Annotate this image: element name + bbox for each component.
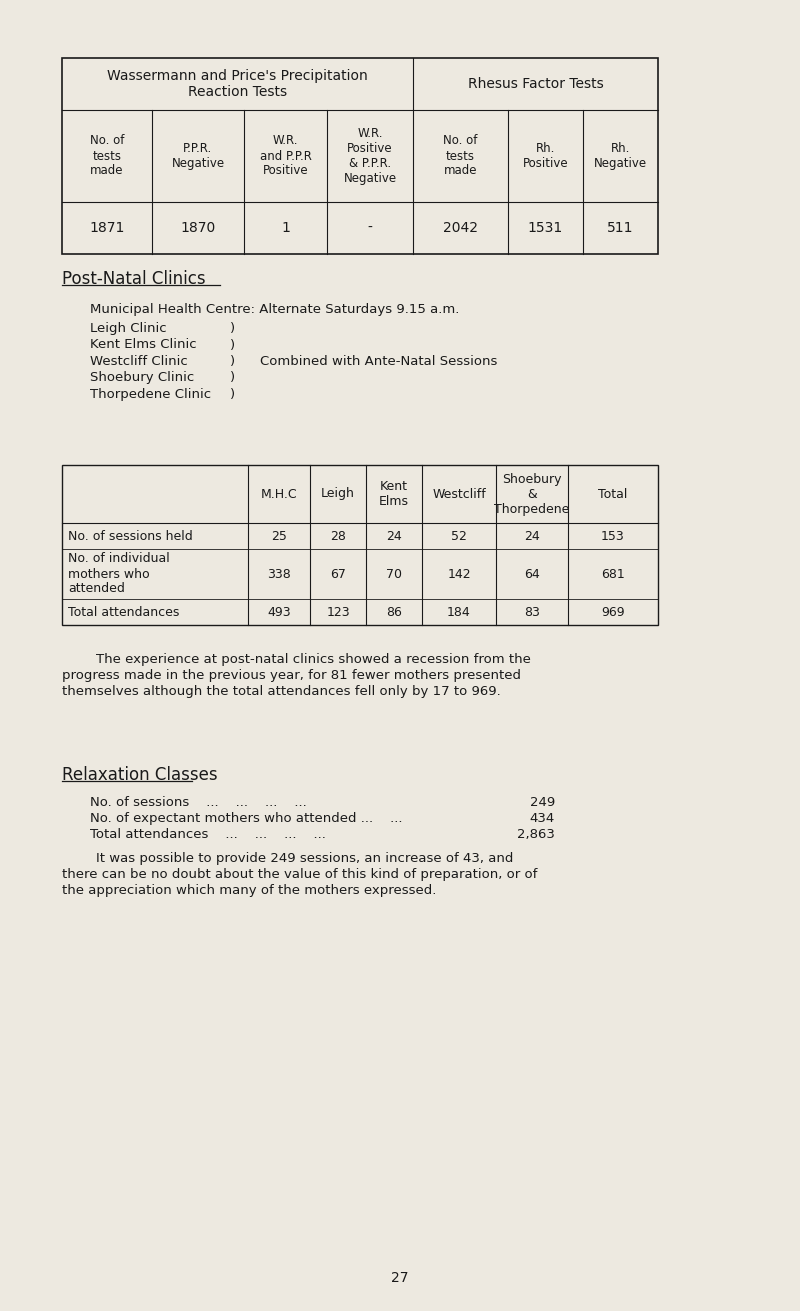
Text: Post-Natal Clinics: Post-Natal Clinics: [62, 270, 206, 288]
Text: W.R.
and P.P.R
Positive: W.R. and P.P.R Positive: [259, 135, 311, 177]
Text: No. of sessions    ...    ...    ...    ...: No. of sessions ... ... ... ...: [90, 796, 306, 809]
Text: Total attendances: Total attendances: [68, 606, 179, 619]
Text: No. of expectant mothers who attended ...    ...: No. of expectant mothers who attended ..…: [90, 812, 402, 825]
Text: 123: 123: [326, 606, 350, 619]
Text: progress made in the previous year, for 81 fewer mothers presented: progress made in the previous year, for …: [62, 669, 521, 682]
Text: 969: 969: [601, 606, 625, 619]
Text: 52: 52: [451, 530, 467, 543]
Text: there can be no doubt about the value of this kind of preparation, or of: there can be no doubt about the value of…: [62, 868, 538, 881]
Text: 1870: 1870: [180, 222, 216, 235]
Text: 1871: 1871: [90, 222, 125, 235]
Text: 25: 25: [271, 530, 287, 543]
Text: Thorpedene Clinic: Thorpedene Clinic: [90, 388, 211, 401]
Text: ): ): [230, 338, 235, 351]
Bar: [62, 465, 658, 625]
Text: Total: Total: [598, 488, 628, 501]
Text: 27: 27: [391, 1270, 409, 1285]
Text: 511: 511: [607, 222, 634, 235]
Text: 86: 86: [386, 606, 402, 619]
Text: themselves although the total attendances fell only by 17 to 969.: themselves although the total attendance…: [62, 686, 501, 697]
Text: Rh.
Negative: Rh. Negative: [594, 142, 647, 170]
Text: Relaxation Classes: Relaxation Classes: [62, 766, 218, 784]
Text: 28: 28: [330, 530, 346, 543]
Text: Shoebury
&
Thorpedene: Shoebury & Thorpedene: [494, 472, 570, 515]
Bar: [62, 58, 658, 254]
Text: Shoebury Clinic: Shoebury Clinic: [90, 371, 194, 384]
Text: ): ): [230, 323, 235, 336]
Text: Westcliff Clinic: Westcliff Clinic: [90, 355, 188, 368]
Text: Municipal Health Centre: Alternate Saturdays 9.15 a.m.: Municipal Health Centre: Alternate Satur…: [90, 303, 459, 316]
Text: 83: 83: [524, 606, 540, 619]
Text: 493: 493: [267, 606, 291, 619]
Text: -: -: [367, 222, 373, 235]
Text: 338: 338: [267, 568, 291, 581]
Text: M.H.C: M.H.C: [261, 488, 298, 501]
Text: Rhesus Factor Tests: Rhesus Factor Tests: [468, 77, 603, 90]
Text: W.R.
Positive
& P.P.R.
Negative: W.R. Positive & P.P.R. Negative: [343, 127, 397, 185]
Text: Total attendances    ...    ...    ...    ...: Total attendances ... ... ... ...: [90, 829, 326, 840]
Text: 2042: 2042: [443, 222, 478, 235]
Text: P.P.R.
Negative: P.P.R. Negative: [171, 142, 225, 170]
Text: 2,863: 2,863: [517, 829, 555, 840]
Text: 434: 434: [530, 812, 555, 825]
Text: 1: 1: [281, 222, 290, 235]
Text: Kent
Elms: Kent Elms: [379, 480, 409, 507]
Text: It was possible to provide 249 sessions, an increase of 43, and: It was possible to provide 249 sessions,…: [62, 852, 514, 865]
Text: Rh.
Positive: Rh. Positive: [522, 142, 568, 170]
Text: Westcliff: Westcliff: [432, 488, 486, 501]
Text: 70: 70: [386, 568, 402, 581]
Text: 64: 64: [524, 568, 540, 581]
Text: The experience at post-natal clinics showed a recession from the: The experience at post-natal clinics sho…: [62, 653, 531, 666]
Text: No. of sessions held: No. of sessions held: [68, 530, 193, 543]
Text: 24: 24: [386, 530, 402, 543]
Text: Combined with Ante-Natal Sessions: Combined with Ante-Natal Sessions: [260, 355, 498, 368]
Text: 681: 681: [601, 568, 625, 581]
Text: 153: 153: [601, 530, 625, 543]
Text: Wassermann and Price's Precipitation
Reaction Tests: Wassermann and Price's Precipitation Rea…: [107, 69, 368, 100]
Text: No. of individual
mothers who
attended: No. of individual mothers who attended: [68, 552, 170, 595]
Text: ): ): [230, 371, 235, 384]
Text: 1531: 1531: [528, 222, 563, 235]
Text: 249: 249: [530, 796, 555, 809]
Text: ): ): [230, 388, 235, 401]
Text: 67: 67: [330, 568, 346, 581]
Text: No. of
tests
made: No. of tests made: [90, 135, 124, 177]
Text: 24: 24: [524, 530, 540, 543]
Text: the appreciation which many of the mothers expressed.: the appreciation which many of the mothe…: [62, 884, 436, 897]
Text: Kent Elms Clinic: Kent Elms Clinic: [90, 338, 197, 351]
Text: 184: 184: [447, 606, 471, 619]
Text: No. of
tests
made: No. of tests made: [443, 135, 478, 177]
Text: Leigh: Leigh: [321, 488, 355, 501]
Text: Leigh Clinic: Leigh Clinic: [90, 323, 166, 336]
Text: ): ): [230, 355, 235, 368]
Text: 142: 142: [447, 568, 471, 581]
